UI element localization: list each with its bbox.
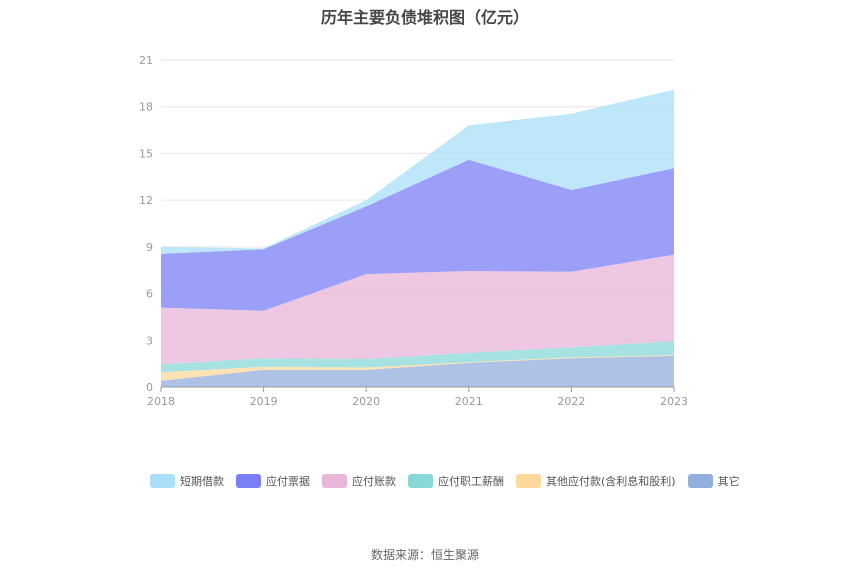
y-tick-label: 3 [146, 334, 153, 347]
legend-item[interactable]: 其他应付款(含利息和股利) [516, 472, 676, 490]
legend-item[interactable]: 应付职工薪酬 [408, 472, 504, 490]
legend-label: 应付账款 [352, 475, 396, 488]
area-series-1[interactable] [161, 355, 674, 381]
y-tick-label: 15 [139, 147, 153, 160]
y-tick-label: 0 [146, 381, 153, 394]
area-series-3[interactable] [161, 254, 674, 365]
x-tick-label: 2021 [455, 395, 483, 408]
source-note: 数据来源：恒生聚源 [370, 548, 479, 562]
legend-swatch [236, 474, 261, 488]
legend-swatch [516, 474, 541, 488]
area-series-5[interactable] [161, 89, 674, 254]
area-series-2[interactable] [161, 341, 674, 373]
y-tick-label: 21 [139, 54, 153, 67]
area-series-4[interactable] [161, 159, 674, 311]
legend-item[interactable]: 应付票据 [236, 472, 310, 490]
legend-label: 应付职工薪酬 [438, 475, 504, 488]
legend-label: 其他应付款(含利息和股利) [546, 475, 676, 488]
legend-item[interactable]: 其它 [687, 472, 740, 490]
y-tick-label: 6 [146, 288, 153, 301]
chart-legend: 短期借款 应付票据 应付账款 应付职工薪酬 其他应付款(含利息和股利) 其它 [150, 472, 750, 490]
legend-label: 应付票据 [266, 475, 310, 488]
legend-label: 其它 [717, 475, 740, 488]
legend-swatch [322, 474, 347, 488]
area-series-0[interactable] [161, 355, 674, 387]
x-tick-label: 2018 [147, 395, 175, 408]
x-tick-label: 2022 [557, 395, 585, 408]
y-tick-label: 18 [139, 101, 153, 114]
chart-title: 历年主要负债堆积图（亿元） [320, 8, 529, 27]
x-tick-label: 2019 [250, 395, 278, 408]
x-tick-label: 2023 [660, 395, 688, 408]
legend-swatch [687, 474, 713, 488]
y-tick-label: 12 [139, 194, 153, 207]
legend-label: 短期借款 [180, 475, 224, 488]
x-tick-label: 2020 [352, 395, 380, 408]
y-tick-label: 9 [146, 241, 153, 254]
legend-swatch [150, 474, 175, 488]
legend-item[interactable]: 应付账款 [322, 472, 396, 490]
legend-swatch [408, 474, 433, 488]
legend-item[interactable]: 短期借款 [150, 472, 224, 490]
